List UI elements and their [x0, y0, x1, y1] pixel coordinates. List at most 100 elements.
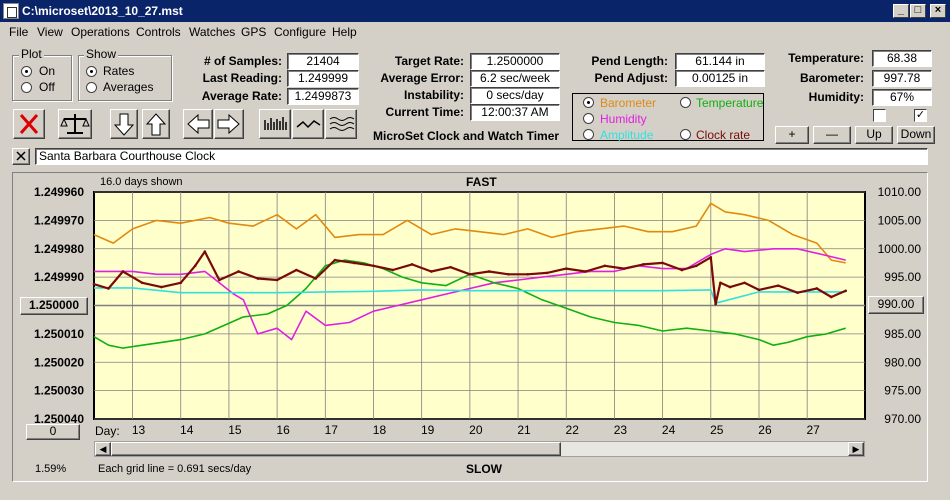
horizontal-scrollbar[interactable]: ◀ ▶ — [94, 441, 865, 457]
x-tick-label: 24 — [662, 423, 676, 437]
menu-operations[interactable]: Operations — [71, 25, 130, 39]
clock-rate-point — [107, 287, 110, 290]
plot-off-label: Off — [39, 80, 55, 94]
down-button[interactable]: Down — [897, 126, 935, 144]
red-x-icon — [19, 114, 39, 134]
clock-rate-point — [193, 264, 197, 268]
clock-rate-point — [661, 261, 664, 265]
calibrate-button[interactable] — [58, 109, 92, 139]
minus-button[interactable]: — — [813, 126, 851, 144]
series-humidity-radio[interactable] — [583, 113, 594, 124]
series-temperature-radio[interactable] — [680, 97, 691, 108]
scroll-left-arrow-icon[interactable]: ◀ — [95, 442, 111, 456]
x-tick-label: 27 — [806, 423, 820, 437]
menu-view[interactable]: View — [37, 25, 63, 39]
series-barometer-radio[interactable] — [583, 97, 594, 108]
center-rate-button[interactable]: 1.250000 — [20, 297, 88, 315]
percent-label: 1.59% — [35, 463, 67, 475]
clock-rate-point — [796, 291, 799, 295]
bar-view-button[interactable] — [259, 109, 291, 139]
close-icon — [16, 151, 26, 161]
right-tick-label: 1010.00 — [878, 185, 922, 199]
arrow-left-icon — [187, 113, 210, 135]
line-view-button[interactable] — [292, 109, 324, 139]
last-reading-label: Last Reading: — [202, 71, 282, 85]
zero-button[interactable]: 0 — [26, 424, 80, 440]
show-averages-radio[interactable] — [86, 82, 97, 93]
scroll-left-button[interactable] — [183, 109, 213, 139]
barometer-label: Barometer: — [799, 71, 864, 85]
clock-rate-point — [844, 289, 848, 293]
menu-watches[interactable]: Watches — [189, 25, 236, 39]
app-name: MicroSet Clock and Watch Timer — [373, 129, 560, 143]
scroll-right-arrow-icon[interactable]: ▶ — [848, 442, 864, 456]
average-error-label: Average Error: — [380, 71, 464, 85]
plot-on-label: On — [39, 64, 56, 78]
clock-rate-point — [203, 250, 207, 253]
menu-gps[interactable]: GPS — [241, 25, 267, 39]
last-reading-value: 1.249999 — [287, 70, 359, 87]
x-tick-label: 26 — [758, 423, 772, 437]
series-temperature-label: Temperature — [696, 96, 764, 110]
wave-view-button[interactable] — [325, 109, 357, 139]
menu-file[interactable]: File — [9, 25, 29, 39]
center-baro-button[interactable]: 990.00 — [868, 296, 924, 314]
target-rate-label: Target Rate: — [394, 54, 464, 68]
close-clock-button[interactable] — [12, 148, 30, 165]
x-tick-label: 19 — [421, 423, 435, 437]
arrow-up-icon — [145, 113, 167, 136]
minimize-button[interactable]: _ — [893, 4, 909, 18]
up-button[interactable]: Up — [855, 126, 893, 144]
line-graph-icon — [296, 120, 321, 129]
clock-rate-point — [430, 270, 433, 273]
menu-configure[interactable]: Configure — [274, 25, 327, 39]
clock-rate-point — [680, 268, 684, 272]
close-window-button[interactable]: × — [930, 4, 946, 18]
series-line-amplitude — [94, 287, 846, 304]
x-tick-label: 25 — [710, 423, 724, 437]
x-tick-label: 17 — [325, 423, 339, 437]
barometer-value: 997.78 — [872, 70, 932, 87]
clock-rate-point — [507, 272, 510, 276]
temperature-value: 68.38 — [872, 50, 932, 67]
x-tick-label: 16 — [276, 423, 290, 437]
series-amplitude-radio[interactable] — [583, 129, 594, 140]
graph-panel — [12, 172, 928, 482]
scroll-down-button[interactable] — [110, 109, 138, 139]
instability-label: Instability: — [403, 88, 464, 102]
menu-controls[interactable]: Controls — [136, 25, 181, 39]
plot-off-radio[interactable] — [21, 82, 32, 93]
left-tick-label: 1.250040 — [34, 412, 84, 426]
left-checkbox[interactable] — [873, 109, 886, 122]
series-clock-rate-radio[interactable] — [680, 129, 691, 140]
plus-button[interactable]: + — [775, 126, 809, 144]
right-checkbox[interactable]: ✓ — [914, 109, 927, 122]
arrow-right-icon — [217, 113, 240, 135]
show-rates-radio[interactable] — [86, 66, 97, 77]
scroll-right-button[interactable] — [214, 109, 244, 139]
current-time-value: 12:00:37 AM — [470, 104, 560, 121]
maximize-button[interactable]: □ — [910, 4, 926, 18]
clock-name-field[interactable]: Santa Barbara Courthouse Clock — [35, 148, 928, 165]
scroll-up-button[interactable] — [142, 109, 170, 139]
clock-rate-point — [352, 261, 356, 265]
menu-help[interactable]: Help — [332, 25, 357, 39]
series-clock-rate-label: Clock rate — [696, 128, 751, 142]
x-tick-label: 18 — [373, 423, 387, 437]
days-shown-label: 16.0 days shown — [100, 176, 183, 188]
pend-adjust-label: Pend Adjust: — [594, 71, 668, 85]
clear-button[interactable] — [13, 109, 45, 139]
clock-rate-point — [487, 270, 491, 273]
arrow-down-icon — [113, 113, 135, 136]
right-tick-label: 995.00 — [884, 270, 921, 284]
right-tick-label: 980.00 — [884, 355, 921, 369]
fast-label: FAST — [466, 175, 497, 189]
humidity-label: Humidity: — [808, 90, 864, 104]
clock-rate-point — [776, 284, 780, 287]
plot-on-radio[interactable] — [21, 66, 32, 77]
right-tick-label: 970.00 — [884, 412, 921, 426]
scroll-thumb[interactable] — [111, 442, 561, 456]
clock-rate-point — [237, 270, 240, 273]
series-line-humidity — [94, 248, 846, 341]
